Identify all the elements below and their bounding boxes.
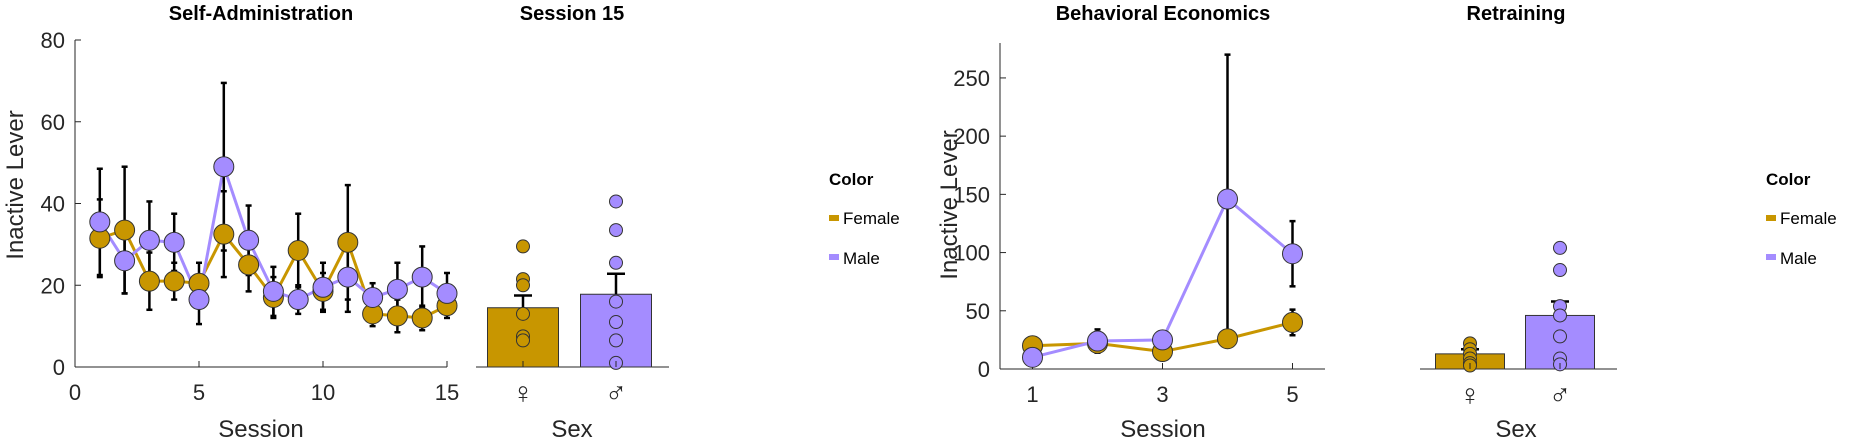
individual-point xyxy=(516,239,530,254)
y-tick-label: 0 xyxy=(978,357,990,382)
data-point-male xyxy=(1022,346,1043,368)
data-point-female xyxy=(114,219,136,241)
data-point-female xyxy=(386,305,408,327)
data-point-female xyxy=(1217,328,1238,350)
individual-point xyxy=(609,294,623,309)
individual-point xyxy=(516,278,530,293)
x-tick-label: ♀ xyxy=(512,377,535,410)
x-tick-label: ♂ xyxy=(1549,379,1572,412)
panel-retraining: Retraining Sex ♀ ♂ xyxy=(1420,3,1617,443)
data-point-male xyxy=(1152,329,1173,351)
x-tick-label: 0 xyxy=(69,380,81,405)
data-point-male xyxy=(89,211,111,233)
y-tick-label: 20 xyxy=(41,273,65,298)
y-tick-label: 60 xyxy=(41,110,65,135)
plot-area: 0 20 40 60 80 0 5 10 15 xyxy=(41,28,460,405)
data-point-male xyxy=(362,287,384,309)
y-tick-label: 250 xyxy=(953,66,990,91)
legend-swatch-female xyxy=(829,215,839,221)
individual-point xyxy=(609,194,623,209)
data-point-male xyxy=(262,280,284,302)
data-point-male xyxy=(238,229,260,251)
y-tick-label: 200 xyxy=(953,124,990,149)
data-point-female xyxy=(337,231,359,253)
panel-self-administration: Self-Administration Inactive Lever Sessi… xyxy=(2,3,459,443)
panel-session-15: Session 15 Sex ♀ ♂ xyxy=(476,3,669,443)
chart-title: Self-Administration xyxy=(169,3,353,25)
y-tick-label: 150 xyxy=(953,182,990,207)
plot-area: ♀ ♂ xyxy=(1435,240,1595,412)
x-tick-label: ♀ xyxy=(1459,379,1482,412)
data-point-female xyxy=(213,223,235,245)
x-axis-label: Sex xyxy=(551,416,592,443)
x-tick-label: 5 xyxy=(1286,382,1298,407)
legend-swatch-male xyxy=(829,254,839,260)
x-axis-label: Sex xyxy=(1495,416,1536,443)
data-point-male xyxy=(386,278,408,300)
plot-area: 0 50 100 150 200 250 1 3 5 xyxy=(953,53,1303,407)
data-point-male xyxy=(287,289,309,311)
chart-title: Behavioral Economics xyxy=(1056,3,1271,25)
legend-title: Color xyxy=(1766,170,1811,189)
data-point-male xyxy=(1217,188,1238,210)
individual-point xyxy=(516,306,530,321)
legend-title: Color xyxy=(829,170,874,189)
data-point-female xyxy=(238,254,260,276)
legend-entry: Female xyxy=(843,209,900,228)
y-tick-label: 40 xyxy=(41,192,65,217)
data-point-female xyxy=(1282,311,1303,333)
data-point-male xyxy=(188,289,210,311)
data-point-male xyxy=(436,282,458,304)
individual-point xyxy=(609,315,623,330)
data-point-male xyxy=(1087,330,1108,352)
data-point-female xyxy=(163,270,185,292)
individual-point xyxy=(1553,263,1567,278)
individual-point xyxy=(1553,329,1567,344)
chart-title: Retraining xyxy=(1467,3,1566,25)
legend: Color Female Male xyxy=(1766,170,1837,268)
y-axis-label: Inactive Lever xyxy=(2,110,29,259)
x-tick-label: 3 xyxy=(1156,382,1168,407)
individual-point xyxy=(609,255,623,270)
legend-entry: Male xyxy=(843,249,880,268)
data-point-female xyxy=(287,240,309,262)
x-axis-label: Session xyxy=(1120,416,1205,443)
individual-point xyxy=(609,223,623,238)
y-tick-label: 80 xyxy=(41,28,65,53)
individual-point xyxy=(1553,240,1567,255)
panel-behavioral-economics: Behavioral Economics Inactive Lever Sess… xyxy=(936,3,1325,443)
data-point-female xyxy=(411,307,433,329)
x-tick-label: 5 xyxy=(193,380,205,405)
x-tick-label: 1 xyxy=(1026,382,1038,407)
data-point-male xyxy=(411,266,433,288)
data-point-male xyxy=(138,229,160,251)
legend-entry: Male xyxy=(1780,249,1817,268)
x-tick-label: 15 xyxy=(435,380,459,405)
y-tick-label: 0 xyxy=(53,355,65,380)
data-point-male xyxy=(337,266,359,288)
data-point-male xyxy=(312,276,334,298)
individual-point xyxy=(609,333,623,348)
chart-title: Session 15 xyxy=(520,3,625,25)
data-point-male xyxy=(114,250,136,272)
data-point-male xyxy=(163,231,185,253)
legend-swatch-male xyxy=(1766,254,1776,260)
legend-entry: Female xyxy=(1780,209,1837,228)
individual-point xyxy=(1553,308,1567,323)
data-point-male xyxy=(1282,243,1303,265)
legend-swatch-female xyxy=(1766,215,1776,221)
y-tick-label: 50 xyxy=(966,299,990,324)
plot-area: ♀ ♂ xyxy=(487,194,652,410)
y-tick-label: 100 xyxy=(953,241,990,266)
x-tick-label: ♂ xyxy=(605,377,628,410)
data-point-female xyxy=(138,270,160,292)
y-axis-label: Inactive Lever xyxy=(936,130,963,279)
x-axis-label: Session xyxy=(218,416,303,443)
x-tick-label: 10 xyxy=(311,380,335,405)
legend: Color Female Male xyxy=(829,170,900,268)
data-point-male xyxy=(213,156,235,178)
individual-point xyxy=(516,333,530,348)
axes xyxy=(999,43,1325,370)
